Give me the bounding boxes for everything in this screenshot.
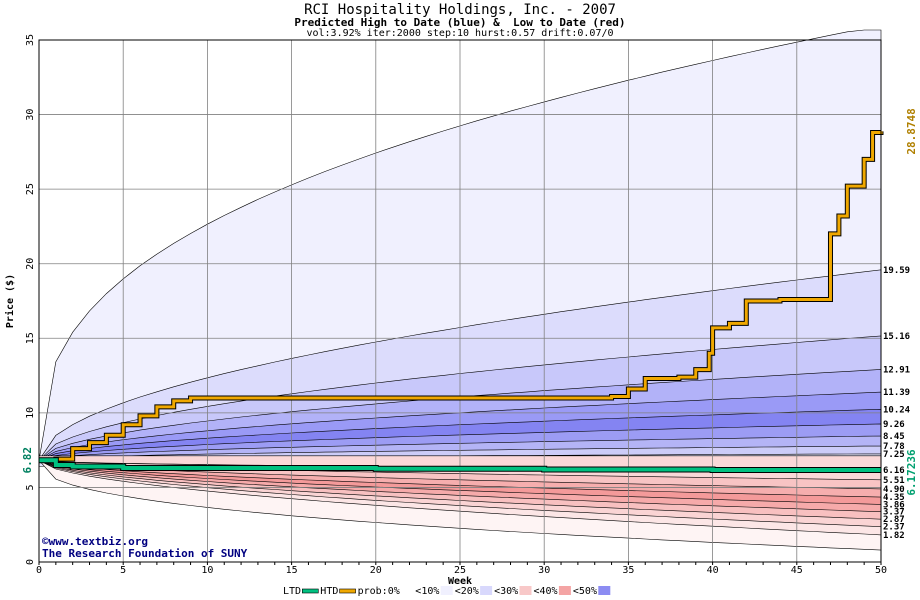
legend-line-swatch xyxy=(339,588,356,594)
legend-label: HTD xyxy=(320,586,338,597)
legend-label: <40% xyxy=(534,586,558,597)
x-tick-label: 5 xyxy=(120,565,126,576)
y-axis-label: Price ($) xyxy=(4,274,16,328)
legend-label: <50% xyxy=(573,586,597,597)
band-value-label: 9.26 xyxy=(883,420,905,430)
band-value-label: 12.91 xyxy=(883,365,910,375)
x-tick-label: 30 xyxy=(538,565,550,576)
chart-title: RCI Hospitality Holdings, Inc. - 2007 xyxy=(304,2,616,18)
y-tick-label: 15 xyxy=(25,332,36,344)
x-tick-label: 40 xyxy=(707,565,719,576)
band-value-label: 10.24 xyxy=(883,405,911,415)
band-value-label: 11.39 xyxy=(883,388,910,398)
chart-subtitle: Predicted High to Date (blue) & Low to D… xyxy=(294,16,626,29)
y-tick-label: 35 xyxy=(25,34,36,46)
legend-label: <10% xyxy=(415,586,439,597)
y-tick-label: 10 xyxy=(25,407,36,419)
y-tick-label: 0 xyxy=(25,559,36,565)
ltd-end-label: 6.17236 xyxy=(905,449,918,496)
legend-color-swatch xyxy=(519,586,532,595)
plot-frame xyxy=(38,39,882,563)
band-value-label: 1.82 xyxy=(883,531,905,541)
x-tick-label: 15 xyxy=(286,565,298,576)
credit-line-1: ©www.textbiz.org xyxy=(42,535,148,548)
x-tick-label: 45 xyxy=(791,565,803,576)
credit-line-2: The Research Foundation of SUNY xyxy=(42,547,248,560)
band-value-label: 8.45 xyxy=(883,432,905,442)
band-value-label: 3.37 xyxy=(883,508,905,518)
start-price-label: 6.82 xyxy=(21,447,34,474)
x-tick-label: 20 xyxy=(370,565,382,576)
ltd-series-line xyxy=(39,458,881,472)
legend-color-swatch xyxy=(440,586,453,595)
x-axis-label: Week xyxy=(448,576,472,587)
legend-label: <20% xyxy=(455,586,479,597)
legend-label: <30% xyxy=(494,586,518,597)
y-tick-label: 25 xyxy=(25,183,36,195)
band-value-label: 7.78 xyxy=(883,442,905,452)
legend-line-swatch xyxy=(301,588,319,594)
chart-params: vol:3.92% iter:2000 step:10 hurst:0.57 d… xyxy=(306,28,614,39)
band-value-label: 15.16 xyxy=(883,332,910,342)
legend-color-swatch xyxy=(401,586,414,595)
band-value-label: 7.25 xyxy=(883,450,905,460)
band-value-label: 2.37 xyxy=(883,523,905,533)
band-value-label: 4.35 xyxy=(883,493,905,503)
legend-color-swatch xyxy=(598,586,611,595)
htd-series-line xyxy=(39,130,883,462)
band-value-label: 19.59 xyxy=(883,266,910,276)
band-value-label: 6.16 xyxy=(883,466,905,476)
x-tick-label: 50 xyxy=(875,565,887,576)
band-value-label: 4.90 xyxy=(883,485,905,495)
y-tick-label: 30 xyxy=(25,109,36,121)
legend-label: prob:0% xyxy=(358,586,400,597)
legend-label: LTD xyxy=(283,586,301,597)
y-tick-label: 5 xyxy=(25,484,36,490)
htd-end-label: 28.8748 xyxy=(905,108,918,154)
legend-color-swatch xyxy=(480,586,493,595)
x-tick-label: 0 xyxy=(36,565,42,576)
band-value-label: 3.86 xyxy=(883,500,905,510)
y-tick-label: 20 xyxy=(25,258,36,270)
x-tick-label: 10 xyxy=(201,565,213,576)
legend-color-swatch xyxy=(558,586,571,595)
x-tick-label: 35 xyxy=(622,565,634,576)
band-value-label: 2.87 xyxy=(883,515,905,525)
band-value-label: 5.51 xyxy=(883,476,905,486)
x-tick-label: 25 xyxy=(454,565,466,576)
